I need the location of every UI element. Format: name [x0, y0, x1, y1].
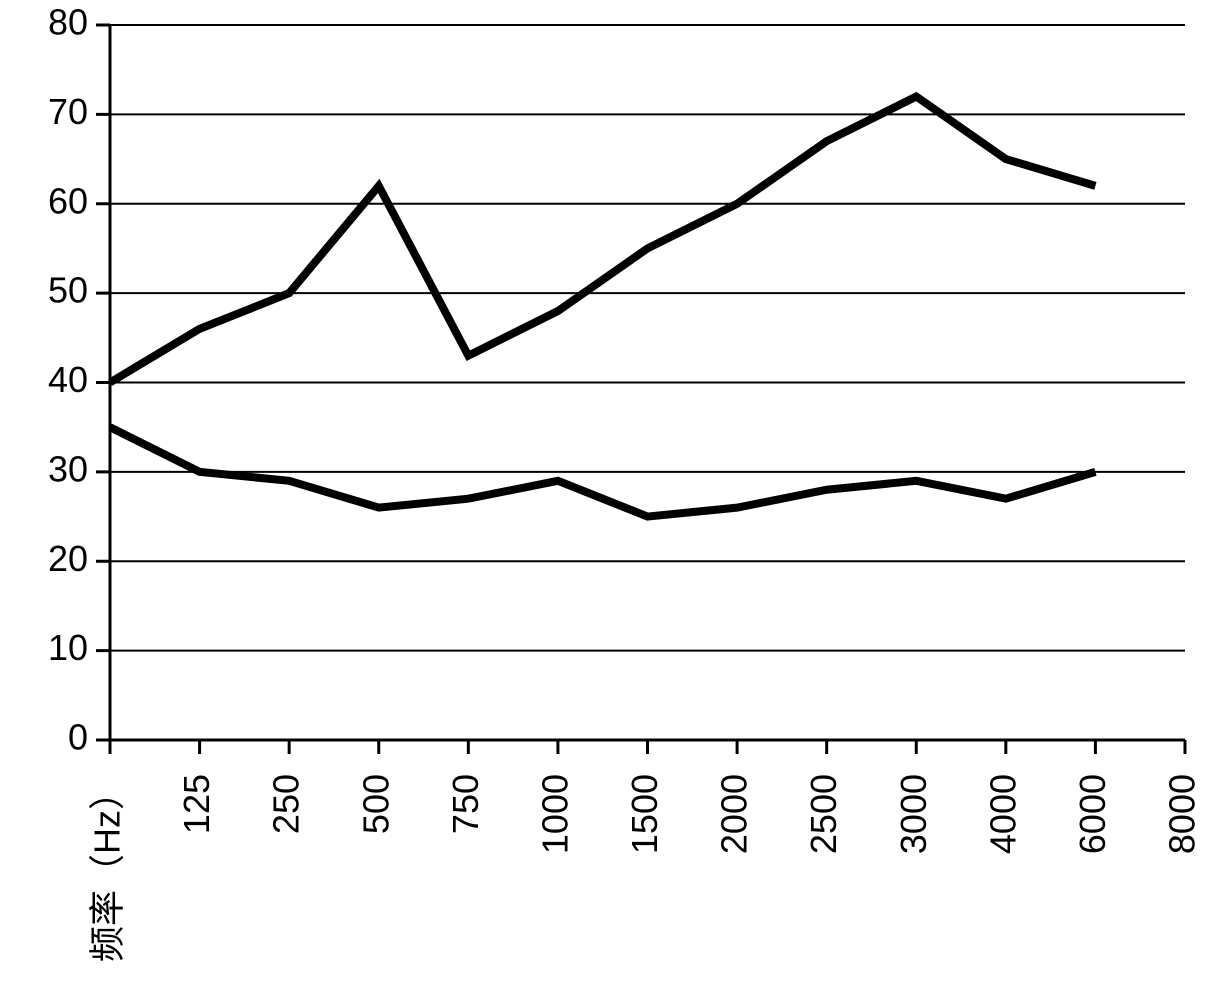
y-tick-label: 80 [48, 2, 88, 43]
svg-text:750: 750 [445, 774, 486, 834]
y-tick-label: 40 [48, 359, 88, 400]
x-tick-label: 2500 [803, 774, 844, 854]
x-tick-label: 500 [355, 774, 396, 834]
x-tick-label: 2000 [714, 774, 755, 854]
x-tick-label: 6000 [1072, 774, 1113, 854]
y-tick-label: 0 [68, 717, 88, 758]
svg-text:频率（Hz）: 频率（Hz） [87, 774, 128, 962]
y-tick-label: 30 [48, 448, 88, 489]
y-tick-label: 50 [48, 270, 88, 311]
svg-text:3000: 3000 [893, 774, 934, 854]
svg-text:250: 250 [266, 774, 307, 834]
chart-container: 0 10 20 30 40 50 60 70 80 频率（Hz） 125 250 500 750 1000 1… [0, 0, 1211, 994]
x-tick-label: 1500 [624, 774, 665, 854]
svg-text:500: 500 [355, 774, 396, 834]
x-tick-label: 3000 [893, 774, 934, 854]
x-tick-label: 250 [266, 774, 307, 834]
svg-text:2000: 2000 [714, 774, 755, 854]
svg-text:125: 125 [176, 774, 217, 834]
svg-text:1500: 1500 [624, 774, 665, 854]
x-tick-label: 4000 [982, 774, 1023, 854]
x-tick-label: 1000 [534, 774, 575, 854]
svg-text:6000: 6000 [1072, 774, 1113, 854]
svg-text:8000: 8000 [1162, 774, 1203, 854]
x-tick-label: 750 [445, 774, 486, 834]
y-tick-label: 10 [48, 627, 88, 668]
y-tick-label: 70 [48, 91, 88, 132]
svg-text:2500: 2500 [803, 774, 844, 854]
x-tick-label: 8000 [1162, 774, 1203, 854]
x-tick-label: 频率（Hz） [87, 774, 128, 962]
chart-svg: 0 10 20 30 40 50 60 70 80 频率（Hz） 125 250 500 750 1000 1… [0, 0, 1211, 994]
svg-text:4000: 4000 [982, 774, 1023, 854]
y-tick-label: 60 [48, 180, 88, 221]
x-tick-label: 125 [176, 774, 217, 834]
y-tick-label: 20 [48, 538, 88, 579]
svg-text:1000: 1000 [534, 774, 575, 854]
